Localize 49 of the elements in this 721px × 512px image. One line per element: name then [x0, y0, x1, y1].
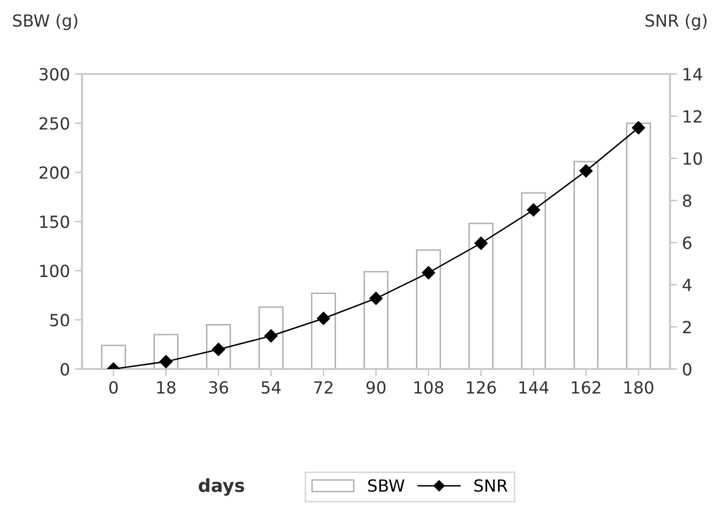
- x-tick-label: 36: [209, 381, 228, 394]
- y2-tick-label: 6: [682, 236, 692, 250]
- point: [316, 312, 330, 326]
- y2-tick-label: 4: [682, 278, 692, 292]
- bar: [416, 249, 442, 369]
- y2-tick-label: 8: [682, 194, 692, 207]
- bar: [310, 292, 336, 369]
- bar: [100, 344, 126, 369]
- y-tick-label: 50: [50, 314, 70, 326]
- x-tick-label: 180: [624, 381, 654, 394]
- point: [526, 203, 540, 216]
- bar: [573, 160, 599, 369]
- point: [579, 164, 593, 178]
- bar: [626, 122, 652, 369]
- x-tick-label: 54: [262, 381, 281, 394]
- y-tick-label: 200: [40, 166, 70, 179]
- x-tick-label: 90: [366, 381, 386, 394]
- bar: [520, 192, 546, 369]
- x-tick-label: 144: [519, 381, 548, 394]
- x-axis-title: days: [198, 478, 244, 496]
- y-axis-title: SBW (g): [13, 14, 78, 30]
- y-tick-label: 300: [40, 68, 70, 81]
- y2-axis-title: SNR (g): [646, 14, 707, 30]
- x-tick-label: 0: [109, 381, 118, 394]
- y-tick-label: 100: [40, 264, 70, 278]
- y2-tick-label: 14: [684, 68, 702, 80]
- bar: [468, 222, 494, 369]
- point: [632, 121, 646, 134]
- point: [264, 329, 278, 343]
- x-tick-label: 72: [314, 381, 332, 394]
- point: [369, 292, 383, 305]
- x-tick-label: 108: [414, 381, 444, 394]
- x-tick-label: 18: [157, 381, 176, 394]
- legend-label: SNR: [474, 479, 508, 492]
- x-tick-label: 126: [466, 381, 496, 394]
- y-tick-label: 150: [40, 215, 70, 228]
- point: [422, 266, 436, 280]
- legend-label: SBW: [368, 479, 404, 492]
- y2-tick-label: 2: [683, 320, 691, 334]
- y-tick-label: 250: [40, 117, 70, 130]
- bar: [258, 306, 284, 369]
- point: [159, 355, 173, 368]
- y2-tick-label: 10: [684, 152, 702, 165]
- y2-tick-label: 0: [682, 362, 692, 376]
- y2-tick-label: 12: [684, 110, 702, 122]
- x-tick-label: 162: [572, 381, 600, 394]
- bar: [363, 270, 389, 369]
- y-tick-label: 0: [60, 362, 70, 376]
- point: [474, 236, 488, 250]
